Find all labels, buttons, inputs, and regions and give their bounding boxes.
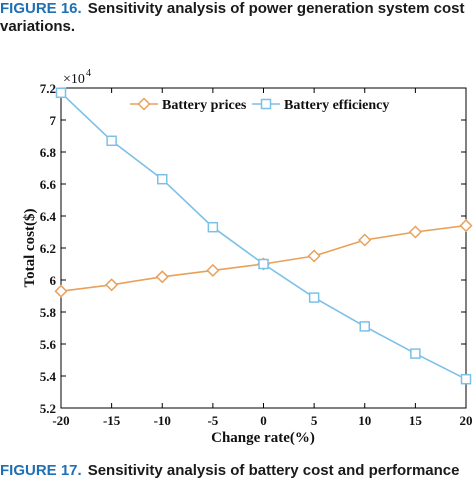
y-tick-label: 5.8 [40, 305, 57, 320]
y-axis-label: Total cost($) [22, 208, 38, 287]
battery-prices-point [105, 278, 119, 292]
battery-prices-point [408, 225, 422, 239]
y-tick-label: 6 [50, 273, 57, 288]
y-tick-label: 5.2 [40, 401, 56, 416]
y-multiplier-base: ×10 [63, 72, 85, 87]
x-tick-label: 0 [260, 413, 267, 428]
battery-prices-point [307, 249, 321, 263]
battery-efficiency-point [106, 135, 117, 147]
legend: Battery prices Battery efficiency [130, 97, 389, 113]
y-tick-label: 7.2 [40, 81, 56, 96]
battery-efficiency-point [308, 292, 320, 303]
battery-efficiency-point [207, 221, 219, 233]
y-tick-label: 6.8 [40, 145, 57, 160]
battery-efficiency-point [157, 173, 168, 185]
x-tick-label: 15 [409, 413, 423, 428]
legend-marker-battery-prices [137, 97, 151, 111]
y-axis: 5.2 5.4 5.6 5.8 6 6.2 6.4 6.6 6.8 7 7.2 [40, 81, 466, 416]
figure-caption: FIGURE 16. Sensitivity analysis of power … [0, 0, 474, 36]
x-tick-label: -15 [103, 413, 121, 428]
figure-title: Sensitivity analysis of power generation… [87, 0, 465, 17]
legend-marker-battery-efficiency [260, 98, 272, 110]
x-tick-label: 10 [358, 413, 371, 428]
figure-title-continued: variations. [0, 18, 76, 35]
x-tick-label: 5 [311, 413, 318, 428]
battery-efficiency-point [460, 373, 472, 385]
x-axis: -20 -15 -10 -5 0 5 10 15 20 [52, 88, 473, 428]
legend-label-battery-efficiency: Battery efficiency [284, 98, 389, 113]
y-tick-label: 5.4 [40, 369, 57, 384]
battery-prices-point [358, 233, 372, 247]
y-multiplier-exponent: 4 [86, 68, 91, 79]
battery-efficiency-point [55, 87, 67, 99]
plot-frame [60, 87, 467, 409]
next-figure-caption: FIGURE 17. Sensitivity analysis of batter… [0, 462, 474, 480]
battery-efficiency-point [410, 348, 421, 359]
x-tick-label: 20 [460, 413, 473, 428]
battery-prices-point [206, 263, 220, 277]
battery-efficiency-point [359, 321, 370, 332]
battery-prices-point [155, 270, 169, 284]
y-tick-label: 5.6 [40, 337, 57, 352]
y-tick-label: 7 [50, 113, 57, 128]
y-tick-label: 6.4 [40, 209, 57, 224]
line-chart: ×10 4 -20 -15 -10 -5 0 5 10 15 20 5.2 5.4 5.6 5.8 6 6… [22, 68, 473, 446]
x-tick-label: -20 [52, 413, 69, 428]
x-tick-label: -10 [154, 413, 171, 428]
battery-prices-point [54, 284, 68, 298]
legend-label-battery-prices: Battery prices [162, 98, 247, 113]
x-tick-label: -5 [207, 413, 218, 428]
y-tick-label: 6.2 [40, 241, 56, 256]
battery-efficiency-line [60, 92, 467, 380]
y-tick-label: 6.6 [40, 177, 57, 192]
battery-efficiency-point [258, 258, 269, 270]
figure-label: FIGURE 16. [0, 0, 82, 17]
series-group [54, 87, 473, 385]
x-axis-label: Change rate(%) [211, 430, 315, 446]
battery-prices-point [459, 219, 473, 233]
